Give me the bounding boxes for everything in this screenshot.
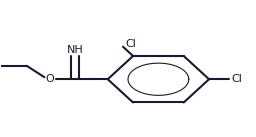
Text: Cl: Cl <box>232 74 243 84</box>
Text: Cl: Cl <box>125 39 136 49</box>
Text: NH: NH <box>67 45 83 55</box>
Text: O: O <box>45 74 54 84</box>
